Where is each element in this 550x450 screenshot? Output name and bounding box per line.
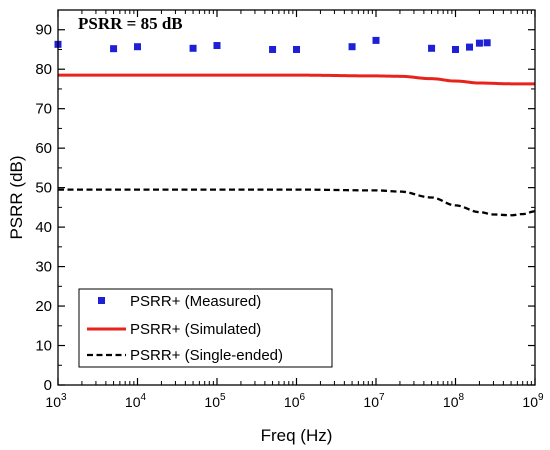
y-axis-title: PSRR (dB): [7, 155, 26, 239]
y-tick-label: 0: [44, 377, 52, 394]
x-tick-exponent: 9: [538, 392, 544, 403]
measured-point: [428, 44, 436, 52]
measured-point: [372, 36, 380, 44]
measured-point: [189, 44, 197, 52]
y-tick-label: 30: [35, 259, 52, 276]
x-tick-label: 106: [284, 392, 306, 410]
x-tick-base: 10: [522, 394, 538, 410]
measured-point: [348, 43, 356, 51]
y-tick-label: 20: [35, 298, 52, 315]
x-axis-title: Freq (Hz): [261, 426, 333, 445]
x-tick-exponent: 5: [220, 392, 226, 403]
x-tick-exponent: 6: [300, 392, 306, 403]
legend-label-simulated: PSRR+ (Simulated): [130, 321, 261, 338]
y-tick-label: 80: [35, 61, 52, 78]
measured-point: [465, 43, 473, 51]
x-tick-base: 10: [363, 394, 379, 410]
x-tick-label: 105: [204, 392, 226, 410]
x-tick-exponent: 7: [379, 392, 385, 403]
x-tick-label: 103: [45, 392, 67, 410]
y-tick-label: 50: [35, 180, 52, 197]
x-tick-base: 10: [45, 394, 61, 410]
x-tick-exponent: 4: [141, 392, 147, 403]
y-tick-label: 10: [35, 338, 52, 355]
simulated-line: [58, 73, 535, 86]
y-tick-label: 60: [35, 140, 52, 157]
x-tick-label: 108: [443, 392, 465, 410]
x-tick-exponent: 8: [459, 392, 465, 403]
x-tick-label: 104: [125, 392, 147, 410]
measured-point: [475, 39, 483, 47]
y-tick-label: 90: [35, 22, 52, 39]
x-tick-base: 10: [284, 394, 300, 410]
measured-point: [269, 45, 277, 53]
y-tick-label: 70: [35, 101, 52, 118]
x-tick-base: 10: [443, 394, 459, 410]
measured-point: [452, 45, 459, 53]
series-layer: [54, 36, 536, 217]
y-tick-label: 40: [35, 219, 52, 236]
x-tick-label: 109: [522, 392, 544, 410]
x-tick-base: 10: [125, 394, 141, 410]
legend: PSRR+ (Measured) PSRR+ (Simulated) PSRR+…: [78, 288, 333, 368]
x-tick-base: 10: [204, 394, 220, 410]
measured-point: [134, 43, 141, 51]
measured-point: [483, 39, 491, 47]
measured-point: [110, 45, 118, 53]
x-tick-exponent: 3: [61, 392, 67, 403]
psrr-annotation: PSRR = 85 dB: [78, 14, 183, 33]
single-ended-line: [58, 188, 536, 217]
measured-point: [293, 45, 300, 53]
legend-marker-measured: [98, 297, 105, 304]
x-tick-label: 107: [363, 392, 385, 410]
legend-label-measured: PSRR+ (Measured): [130, 293, 261, 310]
legend-label-single-ended: PSRR+ (Single-ended): [130, 347, 283, 364]
measured-point: [213, 42, 221, 50]
